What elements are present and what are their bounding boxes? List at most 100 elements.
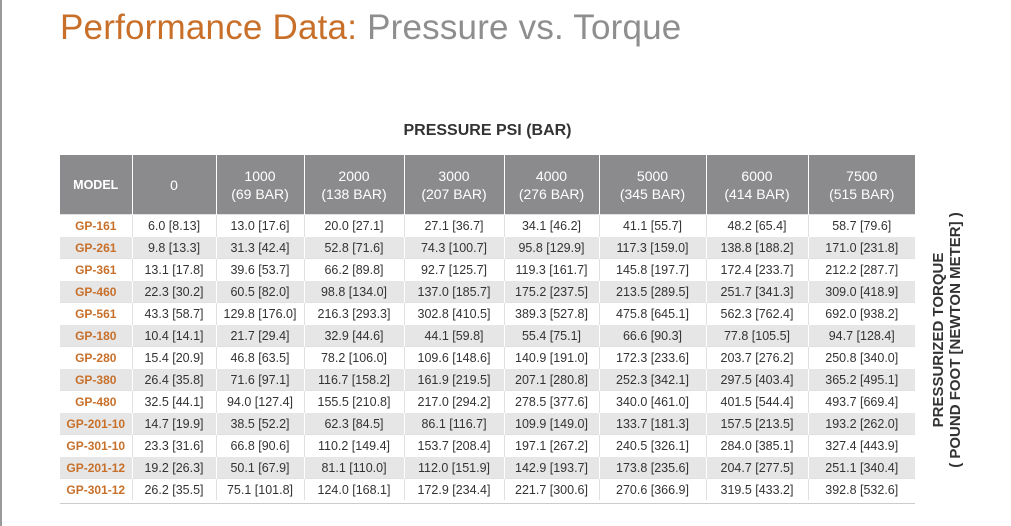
model-cell: GP-261 xyxy=(60,236,133,259)
torque-cell: 10.4 [14.1] xyxy=(132,324,217,347)
torque-cell: 155.5 [210.8] xyxy=(304,390,405,413)
header-line2: (276 BAR) xyxy=(518,185,585,202)
model-cell: GP-161 xyxy=(60,214,133,237)
torque-cell: 319.5 [433.2] xyxy=(706,478,809,500)
model-cell: GP-280 xyxy=(60,346,133,369)
header-line1: 4000 xyxy=(535,167,568,184)
torque-cell: 340.0 [461.0] xyxy=(599,390,707,413)
header-line2: (345 BAR) xyxy=(619,185,686,202)
torque-cell: 129.8 [176.0] xyxy=(216,302,305,325)
table-row: GP-561 43.3 [58.7] 129.8 [176.0] 216.3 [293… xyxy=(60,302,915,325)
torque-cell: 66.6 [90.3] xyxy=(599,324,707,347)
header-line2: (207 BAR) xyxy=(421,185,487,202)
torque-cell: 26.4 [35.8] xyxy=(132,368,217,391)
torque-cell: 197.1 [267.2] xyxy=(504,434,600,457)
table-row: GP-380 26.4 [35.8] 71.6 [97.1] 116.7 [158.2… xyxy=(60,368,915,391)
torque-cell: 109.9 [149.0] xyxy=(504,412,600,435)
torque-cell: 60.5 [82.0] xyxy=(216,280,305,303)
table-row: GP-280 15.4 [20.9] 46.8 [63.5] 78.2 [106.0]… xyxy=(60,346,915,369)
torque-cell: 172.3 [233.6] xyxy=(599,346,707,369)
torque-cell: 302.8 [410.5] xyxy=(404,302,505,325)
column-header-pressure: 0 xyxy=(132,155,217,215)
column-header-pressure: 6000 (414 BAR) xyxy=(706,155,809,215)
torque-cell: 19.2 [26.3] xyxy=(132,456,217,479)
torque-cell: 77.8 [105.5] xyxy=(706,324,809,347)
title-main: Performance Data: xyxy=(60,8,358,47)
table-row: GP-180 10.4 [14.1] 21.7 [29.4] 32.9 [44.6] 4… xyxy=(60,324,915,347)
torque-cell: 401.5 [544.4] xyxy=(706,390,809,413)
table-row: GP-460 22.3 [30.2] 60.5 [82.0] 98.8 [134.0]… xyxy=(60,280,915,303)
torque-cell: 297.5 [403.4] xyxy=(706,368,809,391)
torque-cell: 109.6 [148.6] xyxy=(404,346,505,369)
model-cell: GP-301-10 xyxy=(60,434,133,457)
torque-cell: 389.3 [527.8] xyxy=(504,302,600,325)
header-line2: (138 BAR) xyxy=(321,185,387,202)
torque-cell: 13.1 [17.8] xyxy=(132,258,217,281)
torque-cell: 31.3 [42.4] xyxy=(216,236,305,259)
torque-cell: 58.7 [79.6] xyxy=(808,214,915,237)
header-line2: (515 BAR) xyxy=(829,185,895,202)
table-row: GP-361 13.1 [17.8] 39.6 [53.7] 66.2 [89.8] 9… xyxy=(60,258,915,281)
torque-cell: 124.0 [168.1] xyxy=(304,478,405,500)
torque-cell: 240.5 [326.1] xyxy=(599,434,707,457)
model-cell: GP-561 xyxy=(60,302,133,325)
torque-cell: 94.0 [127.4] xyxy=(216,390,305,413)
torque-cell: 309.0 [418.9] xyxy=(808,280,915,303)
column-header-pressure: 3000 (207 BAR) xyxy=(404,155,505,215)
torque-cell: 78.2 [106.0] xyxy=(304,346,405,369)
torque-cell: 172.9 [234.4] xyxy=(404,478,505,500)
torque-cell: 22.3 [30.2] xyxy=(132,280,217,303)
table-row: GP-301-12 26.2 [35.5] 75.1 [101.8] 124.0 [1… xyxy=(60,478,915,500)
torque-cell: 365.2 [495.1] xyxy=(808,368,915,391)
torque-cell: 278.5 [377.6] xyxy=(504,390,600,413)
pressure-axis-label: PRESSURE PSI (BAR) xyxy=(403,122,572,139)
torque-cell: 493.7 [669.4] xyxy=(808,390,915,413)
column-header-pressure: 1000 (69 BAR) xyxy=(216,155,305,215)
torque-cell: 44.1 [59.8] xyxy=(404,324,505,347)
header-line2: (414 BAR) xyxy=(724,185,790,202)
torque-cell: 140.9 [191.0] xyxy=(504,346,600,369)
column-header-model: MODEL xyxy=(60,155,133,215)
torque-cell: 171.0 [231.8] xyxy=(808,236,915,259)
torque-cell: 110.2 [149.4] xyxy=(304,434,405,457)
table-row: GP-201-12 19.2 [26.3] 50.1 [67.9] 81.1 [110… xyxy=(60,456,915,479)
torque-cell: 251.1 [340.4] xyxy=(808,456,915,479)
torque-cell: 327.4 [443.9] xyxy=(808,434,915,457)
table-row: GP-261 9.8 [13.3] 31.3 [42.4] 52.8 [71.6] 74… xyxy=(60,236,915,259)
model-cell: GP-180 xyxy=(60,324,133,347)
torque-cell: 137.0 [185.7] xyxy=(404,280,505,303)
torque-cell: 21.7 [29.4] xyxy=(216,324,305,347)
torque-cell: 173.8 [235.6] xyxy=(599,456,707,479)
torque-cell: 153.7 [208.4] xyxy=(404,434,505,457)
left-border xyxy=(0,0,2,526)
model-cell: GP-380 xyxy=(60,368,133,391)
torque-cell: 13.0 [17.6] xyxy=(216,214,305,237)
title-sub: Pressure vs. Torque xyxy=(357,8,682,47)
torque-cell: 116.7 [158.2] xyxy=(304,368,405,391)
table-body: GP-161 6.0 [8.13] 13.0 [17.6] 20.0 [27.1] 27… xyxy=(60,214,915,500)
torque-cell: 475.8 [645.1] xyxy=(599,302,707,325)
torque-cell: 46.8 [63.5] xyxy=(216,346,305,369)
torque-cell: 172.4 [233.7] xyxy=(706,258,809,281)
header-row: MODEL 0 1000 (69 BAR) 2000 (138 BAR) 3000 (207 … xyxy=(60,155,915,215)
model-cell: GP-201-10 xyxy=(60,412,133,435)
torque-cell: 142.9 [193.7] xyxy=(504,456,600,479)
torque-cell: 9.8 [13.3] xyxy=(132,236,217,259)
torque-cell: 50.1 [67.9] xyxy=(216,456,305,479)
torque-cell: 41.1 [55.7] xyxy=(599,214,707,237)
model-cell: GP-201-12 xyxy=(60,456,133,479)
torque-cell: 43.3 [58.7] xyxy=(132,302,217,325)
header-line1: 3000 xyxy=(438,167,470,184)
header-line2: (69 BAR) xyxy=(231,185,289,202)
column-header-pressure: 4000 (276 BAR) xyxy=(504,155,600,215)
torque-cell: 250.8 [340.0] xyxy=(808,346,915,369)
torque-cell: 270.6 [366.9] xyxy=(599,478,707,500)
torque-cell: 14.7 [19.9] xyxy=(132,412,217,435)
column-header-pressure: 2000 (138 BAR) xyxy=(304,155,405,215)
torque-cell: 26.2 [35.5] xyxy=(132,478,217,500)
torque-cell: 66.2 [89.8] xyxy=(304,258,405,281)
torque-cell: 213.5 [289.5] xyxy=(599,280,707,303)
torque-cell: 562.3 [762.4] xyxy=(706,302,809,325)
torque-cell: 692.0 [938.2] xyxy=(808,302,915,325)
torque-cell: 23.3 [31.6] xyxy=(132,434,217,457)
